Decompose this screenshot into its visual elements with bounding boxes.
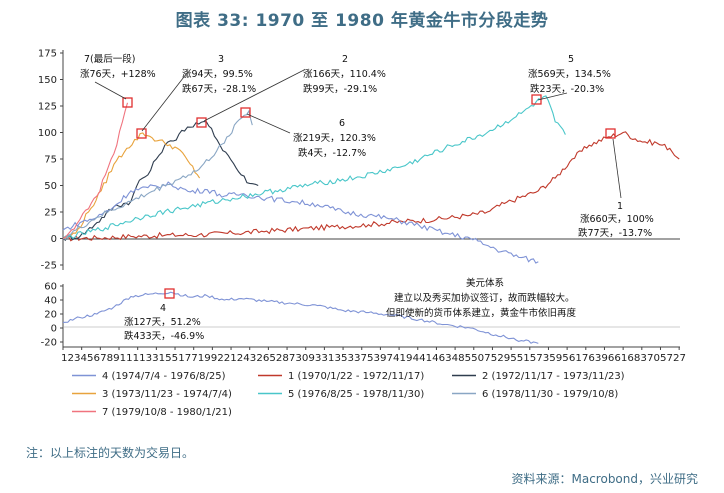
series-line-3	[62, 132, 201, 240]
ann-4-id: 4	[160, 303, 166, 314]
ann-5-id: 5	[568, 54, 574, 65]
footnote: 注：以上标注的天数为交易日。	[26, 446, 195, 460]
bottom-ytick-label: 40	[44, 296, 57, 307]
top-ytick-label: -25	[41, 261, 57, 272]
box-line2: 建立以及秀买加协议签订，故而跌幅较大。	[394, 292, 575, 304]
ann-4-line1: 涨127天，51.2%	[124, 317, 201, 328]
ann-1-line2: 跌77天，-13.7%	[578, 227, 652, 239]
peak-marker-4	[164, 288, 175, 299]
leader-6	[246, 113, 291, 134]
legend-label-2: 2 (1972/11/17 - 1973/11/23)	[482, 371, 625, 382]
series-line-2	[62, 120, 259, 241]
leader-7	[94, 81, 127, 100]
bottom-ytick-label: 0	[51, 324, 57, 335]
ann-6-line1: 涨219天，120.3%	[293, 133, 376, 144]
box-line3: 但即使新的货币体系建立，黄金牛市依旧再度	[386, 307, 577, 319]
top-ytick-label: 150	[38, 75, 57, 86]
ann-3-line1: 涨94天，99.5%	[182, 69, 253, 80]
peak-marker-3	[136, 128, 147, 139]
leader-1	[612, 138, 622, 199]
bottom-series-line-4	[62, 291, 539, 344]
top-ytick-label: 75	[44, 155, 57, 166]
ann-3-id: 3	[218, 54, 224, 65]
series-line-6	[62, 109, 253, 240]
leader-3	[141, 72, 188, 132]
legend-label-3: 3 (1973/11/23 - 1974/7/4)	[102, 389, 232, 400]
ann-2-line1: 涨166天，110.4%	[303, 69, 386, 80]
ann-4-line2: 跌433天，-46.9%	[124, 330, 204, 342]
xtick-labels: 1234567891111331551771992212432652873093…	[61, 353, 686, 364]
box-line1: 美元体系	[466, 277, 504, 289]
series-line-4	[62, 181, 539, 264]
legend-label-7: 7 (1979/10/8 - 1980/1/21)	[102, 407, 232, 418]
series-line-1	[62, 131, 680, 242]
ann-2-id: 2	[342, 54, 348, 65]
source-credit: 资料来源：Macrobond，兴业研究	[511, 472, 699, 486]
top-ytick-label: 25	[44, 208, 57, 219]
series-line-7	[62, 102, 129, 239]
top-ytick-label: 175	[38, 49, 57, 60]
ann-2-line2: 跌99天，-29.1%	[303, 83, 377, 95]
legend-label-1: 1 (1970/1/22 - 1972/11/17)	[288, 371, 424, 382]
legend-label-6: 6 (1978/11/30 - 1979/10/8)	[482, 389, 618, 400]
ann-5-line2: 跌23天，-20.3%	[530, 83, 604, 95]
ann-7-line1: 涨76天，+128%	[80, 69, 156, 80]
top-ytick-label: 125	[38, 102, 57, 113]
ann-5-line1: 涨569天，134.5%	[528, 69, 611, 80]
legend-label-4: 4 (1974/7/4 - 1976/8/25)	[102, 371, 226, 382]
ann-6-id: 6	[339, 118, 345, 129]
ann-6-line2: 跌4天，-12.7%	[298, 147, 366, 159]
series-line-5	[62, 95, 566, 240]
ann-1-line1: 涨660天，100%	[580, 214, 654, 225]
ann-3-line2: 跌67天，-28.1%	[182, 83, 256, 95]
legend-label-5: 5 (1976/8/25 - 1978/11/30)	[288, 389, 424, 400]
peak-marker-1	[605, 128, 616, 139]
top-ytick-label: 0	[51, 234, 57, 245]
bottom-ytick-label: 20	[44, 310, 57, 321]
top-ytick-label: 100	[38, 128, 57, 139]
leader-5	[537, 92, 568, 101]
peak-marker-2	[196, 117, 207, 128]
ann-7-id: 7(最后一段)	[84, 53, 135, 65]
peak-marker-7	[122, 97, 133, 108]
page-title: 图表 33: 1970 至 1980 年黄金牛市分段走势	[175, 11, 549, 31]
bottom-ytick-label: 60	[44, 282, 57, 293]
peak-marker-6	[240, 107, 251, 118]
top-ytick-label: 50	[44, 181, 57, 192]
leader-2	[203, 69, 305, 122]
ann-1-id: 1	[617, 201, 623, 212]
bottom-ytick-label: -20	[41, 338, 57, 349]
